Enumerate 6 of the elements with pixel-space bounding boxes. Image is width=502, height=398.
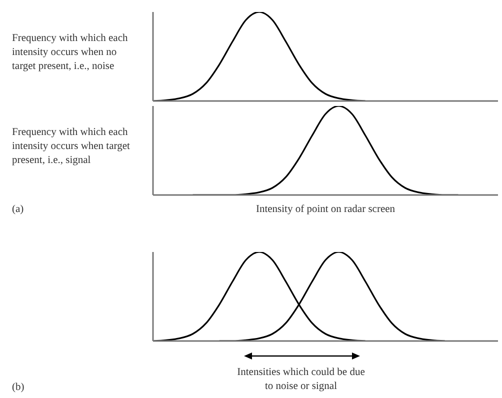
text: (b) [12, 382, 24, 393]
y-axis-title: Frequency with which each intensity occurs when no target present, i.e., noise [12, 32, 129, 74]
y-axis-title: Frequency with which each intensity occurs when target present, i.e., signal [12, 126, 131, 168]
text: Intensities which could be due to noise or signal [236, 366, 366, 394]
x-axis-title: Intensity of point on radar screen [254, 204, 396, 215]
text: (a) [12, 204, 24, 215]
